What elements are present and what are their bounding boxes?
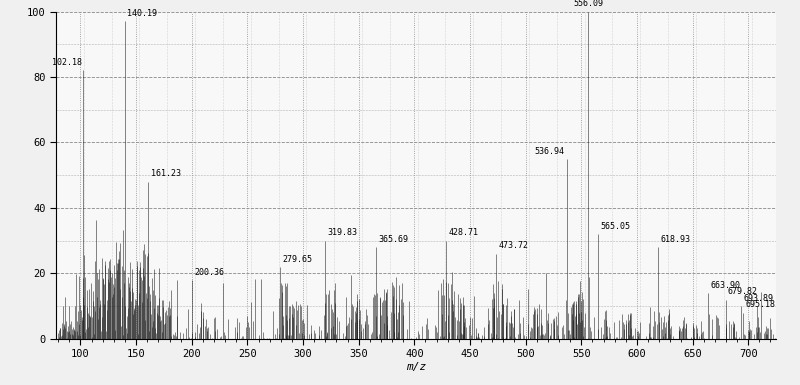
- Text: 140.19: 140.19: [127, 9, 158, 18]
- Text: 365.69: 365.69: [378, 235, 408, 244]
- Text: 618.93: 618.93: [660, 235, 690, 244]
- Text: 473.72: 473.72: [498, 241, 529, 250]
- Text: 102.18: 102.18: [52, 58, 82, 67]
- Text: 279.65: 279.65: [282, 254, 313, 263]
- Text: 565.05: 565.05: [600, 222, 630, 231]
- Text: 663.90: 663.90: [710, 281, 740, 290]
- Text: 428.71: 428.71: [449, 228, 478, 237]
- Text: 693.89: 693.89: [744, 294, 774, 303]
- X-axis label: m/z: m/z: [406, 362, 426, 372]
- Text: 679.82: 679.82: [728, 287, 758, 296]
- Text: 319.83: 319.83: [327, 228, 358, 237]
- Text: 536.94: 536.94: [534, 147, 565, 156]
- Text: 556.09: 556.09: [573, 0, 603, 8]
- Text: 695.18: 695.18: [745, 300, 775, 310]
- Text: 200.36: 200.36: [194, 268, 224, 276]
- Text: 161.23: 161.23: [151, 169, 181, 179]
